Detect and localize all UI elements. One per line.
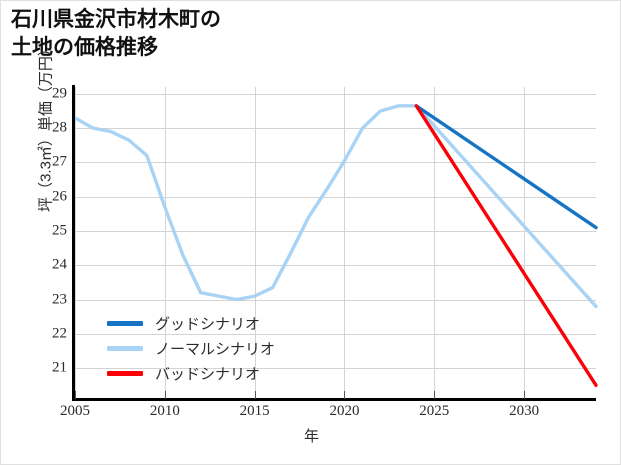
x-tick-mark: [344, 391, 346, 399]
legend-swatch: [107, 321, 143, 326]
series-line: [73, 104, 598, 309]
y-tick-label: 29: [52, 85, 67, 102]
gridline-horizontal: [75, 196, 596, 198]
legend-swatch: [107, 346, 143, 351]
y-tick-label: 22: [52, 325, 67, 342]
gridline-vertical: [524, 87, 526, 399]
y-axis-spine: [72, 85, 75, 401]
x-tick-mark: [164, 391, 166, 399]
series-lines: [73, 104, 598, 387]
x-tick-label: 2030: [509, 403, 540, 419]
y-tick-label: 25: [52, 222, 67, 239]
gridline-vertical: [75, 87, 76, 399]
legend-item[interactable]: ノーマルシナリオ: [107, 336, 317, 361]
x-tick-label: 2025: [419, 403, 450, 419]
x-tick-mark: [254, 391, 256, 399]
y-tick-label: 27: [52, 153, 67, 170]
y-axis-tick-labels: 21 22 23 24 25 26 27 28 29: [35, 1, 67, 464]
y-tick-label: 21: [52, 359, 67, 376]
series-line: [414, 104, 598, 387]
x-axis-spine: [72, 398, 596, 401]
gridline-vertical: [254, 87, 256, 399]
gridline-vertical: [434, 87, 436, 399]
gridline-vertical: [344, 87, 346, 399]
y-tick-label: 23: [52, 291, 67, 308]
x-tick-mark: [434, 391, 436, 399]
x-tick-mark: [75, 391, 76, 399]
x-tick-mark: [524, 391, 526, 399]
plot-area: [73, 87, 598, 399]
gridline-horizontal: [75, 265, 596, 267]
gridline-horizontal: [75, 231, 596, 232]
plot-background: [75, 87, 596, 399]
legend-label: バッドシナリオ: [155, 366, 261, 383]
x-tick-label: 2005: [60, 403, 90, 419]
chart-title: 石川県金沢市材木町の 土地の価格推移: [11, 8, 221, 59]
x-tick-label: 2010: [149, 403, 180, 419]
x-tick-label: 2015: [239, 403, 270, 419]
gridline-horizontal: [75, 93, 596, 95]
gridline-vertical: [164, 87, 166, 399]
chart-legend: グッドシナリオ ノーマルシナリオ バッドシナリオ: [107, 311, 317, 386]
gridline-horizontal: [75, 162, 596, 164]
y-tick-label: 24: [52, 256, 67, 273]
y-axis-label: 坪（3.3㎡）単価（万円）: [37, 41, 55, 212]
x-tick-label: 2020: [329, 403, 360, 419]
y-tick-label: 26: [52, 188, 67, 205]
gridline-horizontal: [75, 368, 596, 370]
legend-swatch: [107, 371, 143, 376]
legend-label: グッドシナリオ: [155, 316, 261, 333]
legend-item[interactable]: バッドシナリオ: [107, 361, 317, 386]
y-tick-label: 28: [52, 119, 67, 136]
gridline-horizontal: [75, 333, 596, 335]
gridline-horizontal: [75, 128, 596, 130]
x-axis-label: 年: [303, 428, 319, 445]
legend-label: ノーマルシナリオ: [155, 341, 276, 358]
legend-item[interactable]: グッドシナリオ: [107, 311, 317, 336]
gridline-horizontal: [75, 299, 596, 301]
series-line: [414, 104, 598, 230]
